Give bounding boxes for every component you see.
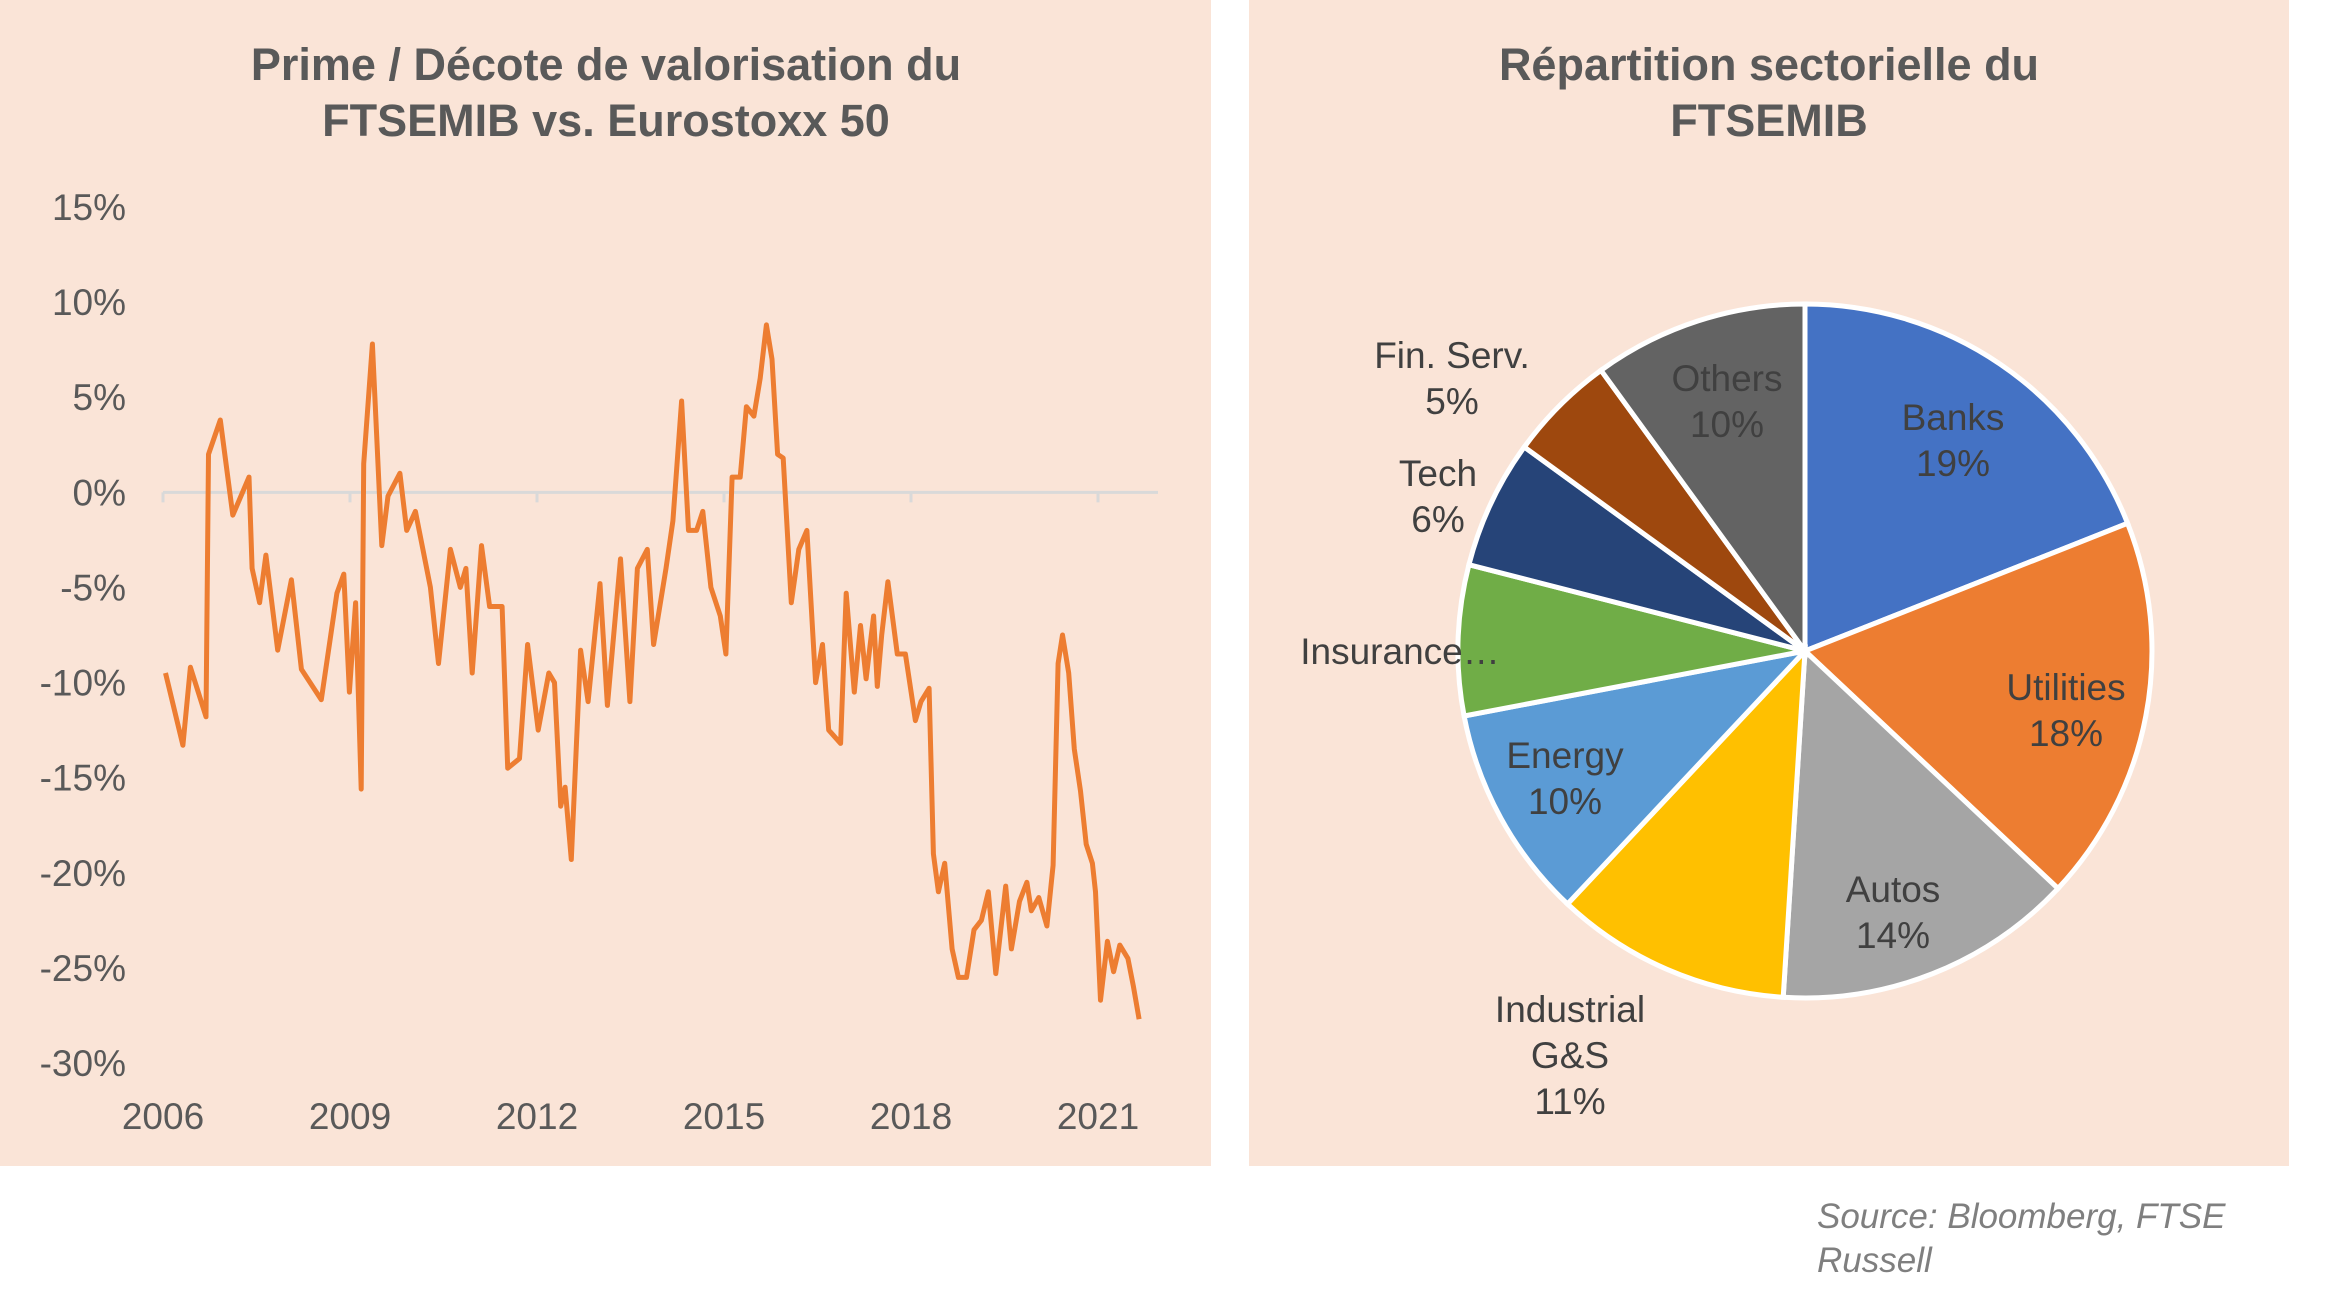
pie-slice-industrial-g-s: [1563, 644, 1808, 1000]
pie-slice-energy: [1461, 647, 1813, 908]
y-tick-label: -25%: [40, 948, 126, 989]
pie-label-percent: 18%: [2029, 713, 2103, 754]
y-tick-label: 10%: [52, 282, 126, 323]
line-chart-series: [163, 322, 1142, 1020]
pie-label-percent: 11%: [1534, 1081, 1605, 1122]
pie-data-label: Others 10%: [1671, 358, 1782, 445]
pie-chart-title-line2: FTSEMIB: [1670, 95, 1868, 146]
pie-label-percent: 14%: [1856, 915, 1930, 956]
pie-chart: [1455, 301, 2155, 1001]
pie-labels: Banks 19% Utilities 18% Autos 14% Industrial G&…: [1300, 335, 2125, 1122]
x-tick-label: 2009: [309, 1096, 391, 1137]
pie-label-name: Utilities: [2006, 667, 2125, 708]
pie-chart-title-line1: Répartition sectorielle du: [1499, 39, 2039, 90]
y-tick-label: 0%: [73, 472, 126, 513]
pie-slice-others: [1597, 301, 1808, 659]
pie-data-label: Energy 10%: [1506, 735, 1624, 822]
pie-label-name: Tech: [1399, 453, 1477, 494]
pie-data-label: Industrial G&S 11%: [1495, 989, 1645, 1122]
y-tick-label: -10%: [40, 663, 126, 704]
pie-slice-utilities: [1800, 520, 2155, 893]
pie-label-percent: 19%: [1916, 443, 1990, 484]
source-note-line1: Source: Bloomberg, FTSE: [1817, 1197, 2226, 1236]
pie-data-label: Tech 6%: [1399, 453, 1477, 540]
pie-data-label: Autos 14%: [1846, 869, 1941, 956]
pie-label-percent: 10%: [1690, 404, 1764, 445]
pie-label-name: Autos: [1846, 869, 1941, 910]
pie-label-name-part: G&S: [1531, 1035, 1609, 1076]
y-tick-label: 15%: [52, 187, 126, 228]
x-tick-label: 2021: [1057, 1096, 1139, 1137]
x-tick-label: 2015: [683, 1096, 765, 1137]
pie-label-percent: 6%: [1411, 499, 1464, 540]
pie-label-percent: 5%: [1425, 381, 1478, 422]
pie-slice-insurance: [1455, 561, 1806, 719]
line-chart-title-line1: Prime / Décote de valorisation du: [251, 39, 961, 90]
pie-data-label: Insurance…: [1300, 631, 1500, 672]
source-note-line2: Russell: [1817, 1241, 1933, 1280]
pie-data-label: Fin. Serv. 5%: [1374, 335, 1530, 422]
line-chart-axes: 2006 2009 2012 2015 2018 2021 15% 10% 5% 0% -5% -10…: [40, 187, 1158, 1137]
line-chart-title-line2: FTSEMIB vs. Eurostoxx 50: [322, 95, 890, 146]
x-tick-label: 2012: [496, 1096, 578, 1137]
y-tick-label: -20%: [40, 853, 126, 894]
x-tick-label: 2006: [122, 1096, 204, 1137]
pie-label-name: Fin. Serv.: [1374, 335, 1530, 376]
pie-label-name: Insurance…: [1300, 631, 1500, 672]
y-tick-label: -5%: [60, 567, 126, 608]
pie-slice-autos: [1780, 645, 2062, 1001]
x-tick-label: 2018: [870, 1096, 952, 1137]
pie-label-percent: 10%: [1528, 781, 1602, 822]
pie-data-label: Utilities 18%: [2006, 667, 2125, 754]
pie-slice-tech: [1465, 443, 1807, 654]
y-tick-label: -30%: [40, 1043, 126, 1084]
premium-discount-line: [163, 322, 1142, 1020]
line-chart-panel: [0, 0, 1211, 1166]
pie-label-name: Banks: [1902, 397, 2005, 438]
pie-data-label: Banks 19%: [1902, 397, 2005, 484]
pie-slice-banks: [1802, 301, 2131, 655]
y-tick-label: 5%: [73, 377, 126, 418]
y-tick-label: -15%: [40, 758, 126, 799]
pie-label-name: Others: [1671, 358, 1782, 399]
pie-label-name: Energy: [1506, 735, 1624, 776]
pie-label-name-part: Industrial: [1495, 989, 1645, 1030]
